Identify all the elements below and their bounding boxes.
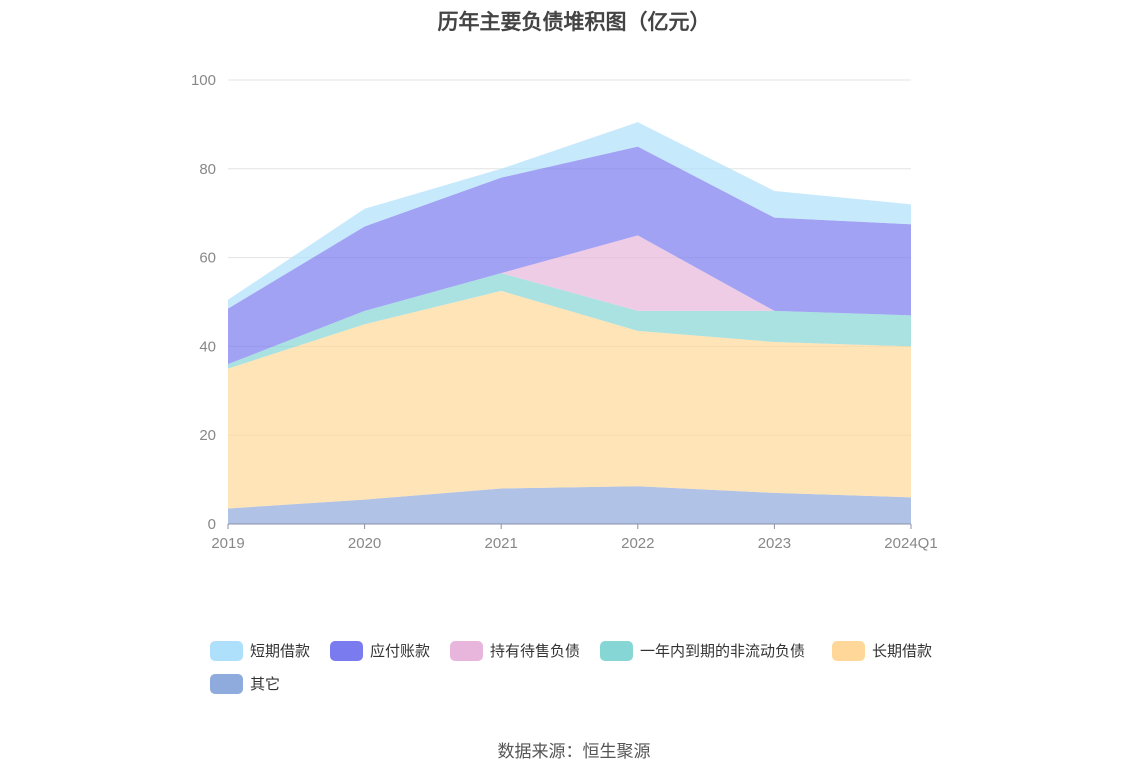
- legend-item[interactable]: 长期借款: [832, 640, 932, 661]
- legend-swatch: [330, 640, 363, 661]
- legend-swatch: [210, 640, 243, 661]
- legend-label: 长期借款: [872, 642, 933, 660]
- legend-item[interactable]: 短期借款: [210, 640, 310, 661]
- legend-item[interactable]: 应付账款: [330, 640, 430, 661]
- chart-title: 历年主要负债堆积图（亿元）: [437, 10, 711, 34]
- legend-swatch: [210, 673, 243, 694]
- x-tick-label: 2023: [758, 535, 791, 552]
- legend-swatch: [600, 640, 633, 661]
- legend-label: 持有待售负债: [490, 642, 581, 660]
- legend-item[interactable]: 一年内到期的非流动负债: [600, 640, 805, 661]
- x-tick-label: 2020: [348, 535, 381, 552]
- stacked-area-chart: 0 20 40 60 80 100 2019 2020 2021 2022 2023 2024Q1: [191, 72, 938, 552]
- area-series-1: [228, 290, 911, 509]
- legend-item[interactable]: 其它: [210, 673, 280, 694]
- legend-label: 短期借款: [250, 642, 311, 660]
- y-tick-label: 60: [199, 250, 216, 267]
- legend-swatch: [450, 640, 483, 661]
- x-tick-label: 2024Q1: [884, 535, 937, 552]
- data-source-note: 数据来源：恒生聚源: [497, 742, 651, 762]
- y-tick-label: 0: [208, 516, 216, 533]
- legend-item[interactable]: 持有待售负债: [450, 640, 580, 661]
- x-tick-label: 2021: [485, 535, 518, 552]
- area-series-4: [228, 146, 911, 365]
- area-series-5: [228, 122, 911, 309]
- y-tick-label: 20: [199, 427, 216, 444]
- area-series-0: [228, 486, 911, 524]
- area-series-2: [228, 273, 911, 369]
- y-tick-label: 80: [199, 161, 216, 178]
- y-tick-label: 100: [191, 72, 216, 89]
- legend-label: 一年内到期的非流动负债: [640, 642, 806, 660]
- legend-swatch: [832, 640, 865, 661]
- x-tick-label: 2022: [621, 535, 654, 552]
- legend-label: 应付账款: [370, 642, 431, 660]
- y-tick-label: 40: [199, 338, 216, 355]
- area-series-3: [228, 235, 911, 365]
- x-tick-label: 2019: [211, 535, 244, 552]
- legend-label: 其它: [250, 675, 281, 693]
